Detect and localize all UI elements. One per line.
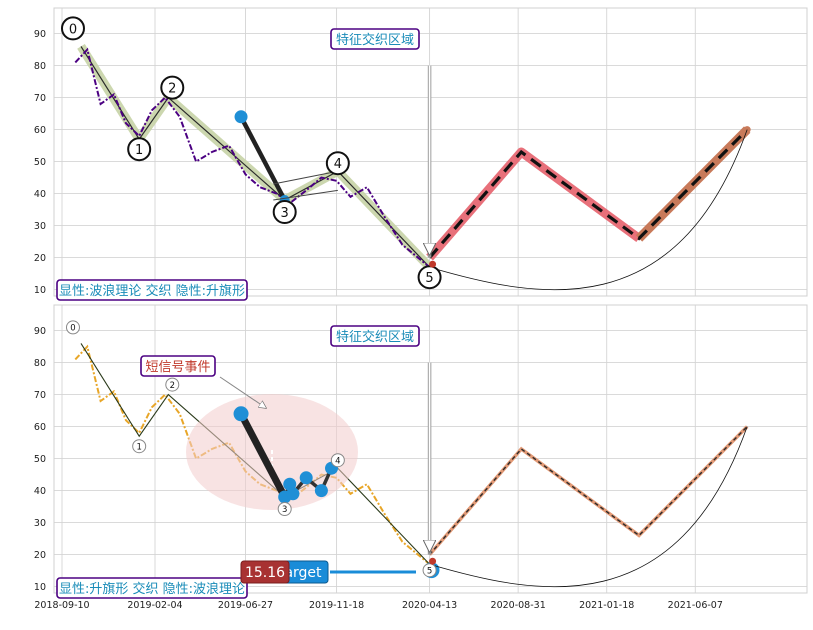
top-wave-label-0: 0 — [69, 22, 77, 37]
top-panel: 10 20 30 40 50 60 70 80 90 0 1 2 3 4 5 — [34, 7, 808, 297]
xtick-2019-11-18: 2019-11-18 — [309, 600, 364, 611]
top-region-label: 特征交织区域 — [330, 28, 420, 50]
top-ytick-90: 90 — [34, 29, 46, 40]
bottom-ytick-70: 70 — [34, 390, 46, 401]
top-wave-label-1: 1 — [135, 143, 143, 158]
bottom-pattern-label: 显性:升旗形 交织 隐性:波浪理论 — [56, 577, 248, 599]
bottom-wave-label-0: 0 — [70, 324, 75, 334]
top-ytick-30: 30 — [34, 221, 46, 232]
top-ytick-20: 20 — [34, 253, 46, 264]
bottom-projection-dashed — [429, 426, 748, 556]
target-annotation: arget 15.16 — [240, 560, 416, 584]
top-wave-label-2: 2 — [168, 82, 176, 97]
bottom-flag-point-4 — [299, 471, 313, 485]
bottom-point-5-dot — [429, 557, 437, 565]
bottom-event-label: 短信号事件 — [140, 355, 216, 377]
xtick-2020-04-13: 2020-04-13 — [402, 600, 457, 611]
top-ytick-50: 50 — [34, 157, 46, 168]
bottom-wave-marker-1 — [132, 439, 147, 454]
top-ytick-80: 80 — [34, 61, 46, 72]
bottom-pattern-label-text: 显性:升旗形 交织 隐性:波浪理论 — [59, 581, 245, 597]
top-y-axis: 10 20 30 40 50 60 70 80 90 — [34, 29, 46, 296]
bottom-plot-content: 0 1 2 3 4 5 — [65, 320, 749, 588]
top-projection-dashed — [428, 128, 749, 259]
bottom-flag-point-5 — [314, 484, 328, 498]
xtick-2019-06-27: 2019-06-27 — [218, 600, 273, 611]
bottom-ytick-60: 60 — [34, 422, 46, 433]
top-ytick-60: 60 — [34, 125, 46, 136]
bottom-region-label: 特征交织区域 — [330, 325, 420, 347]
top-wave-label-5: 5 — [425, 271, 433, 286]
bottom-ytick-90: 90 — [34, 326, 46, 337]
bottom-wave-marker-5 — [422, 563, 437, 578]
top-wave-marker-1 — [127, 137, 152, 162]
top-projection-arc — [429, 129, 748, 291]
xtick-2020-08-31: 2020-08-31 — [491, 600, 546, 611]
bottom-wave-marker-2 — [165, 377, 180, 392]
top-wave-label-3: 3 — [281, 206, 289, 221]
top-wave-marker-4 — [325, 151, 350, 176]
top-gridlines — [54, 8, 807, 296]
bottom-wave-label-4: 4 — [335, 456, 340, 466]
bottom-wave-label-1: 1 — [136, 442, 141, 452]
bottom-y-axis: 10 20 30 40 50 60 70 80 90 — [34, 326, 46, 593]
top-ytick-10: 10 — [34, 285, 46, 296]
xtick-2018-09-10: 2018-09-10 — [34, 600, 89, 611]
bottom-flag-pole — [237, 412, 288, 499]
bottom-wave-label-2: 2 — [170, 381, 175, 391]
bottom-wave-marker-0 — [65, 320, 80, 335]
bottom-ytick-80: 80 — [34, 358, 46, 369]
bottom-wave-marker-3 — [277, 502, 292, 516]
bottom-ytick-10: 10 — [34, 582, 46, 593]
top-flag-upper — [273, 170, 338, 185]
top-wave-marker-3 — [272, 200, 297, 224]
top-wave-marker-0 — [60, 16, 85, 41]
bottom-flag-point-3 — [286, 487, 300, 501]
top-pattern-label-text: 显性:波浪理论 交织 隐性:升旗形 — [59, 283, 245, 299]
event-arrow — [219, 376, 266, 408]
top-wave-marker-5 — [417, 265, 442, 290]
top-ytick-40: 40 — [34, 189, 46, 200]
bottom-region-label-text: 特征交织区域 — [336, 329, 414, 345]
top-wave-line — [80, 46, 431, 268]
x-axis: 2018-09-10 2019-02-04 2019-06-27 2019-11-18… — [34, 600, 723, 611]
top-wave-label-4: 4 — [334, 157, 342, 172]
bottom-event-label-text: 短信号事件 — [145, 360, 210, 375]
bottom-ytick-20: 20 — [34, 550, 46, 561]
bottom-wave-label-5: 5 — [427, 566, 432, 576]
bottom-flag-point-0 — [233, 406, 249, 422]
target-label-text: arget — [284, 565, 322, 581]
top-flag-point — [234, 110, 248, 124]
top-ytick-70: 70 — [34, 93, 46, 104]
top-plot-content: 0 1 2 3 4 5 — [60, 16, 751, 291]
bottom-ytick-30: 30 — [34, 518, 46, 529]
bottom-ytick-50: 50 — [34, 454, 46, 465]
top-point-5-dot — [429, 260, 437, 268]
top-region-label-text: 特征交织区域 — [336, 32, 414, 48]
top-flag-pole — [239, 115, 287, 202]
bottom-wave-label-3: 3 — [282, 505, 287, 515]
xtick-2021-06-07: 2021-06-07 — [668, 600, 723, 611]
bottom-ytick-40: 40 — [34, 486, 46, 497]
top-pattern-label: 显性:波浪理论 交织 隐性:升旗形 — [56, 279, 248, 301]
target-value-text: 15.16 — [245, 565, 285, 581]
top-flag-lower — [273, 189, 338, 201]
xtick-2019-02-04: 2019-02-04 — [127, 600, 182, 611]
top-wave-marker-2 — [160, 75, 185, 100]
bottom-projection-arc — [429, 426, 748, 588]
xtick-2021-01-18: 2021-01-18 — [579, 600, 634, 611]
bottom-panel: 10 20 30 40 50 60 70 80 90 0 1 2 3 4 5 — [34, 304, 808, 594]
bottom-wave-marker-4 — [330, 453, 345, 468]
